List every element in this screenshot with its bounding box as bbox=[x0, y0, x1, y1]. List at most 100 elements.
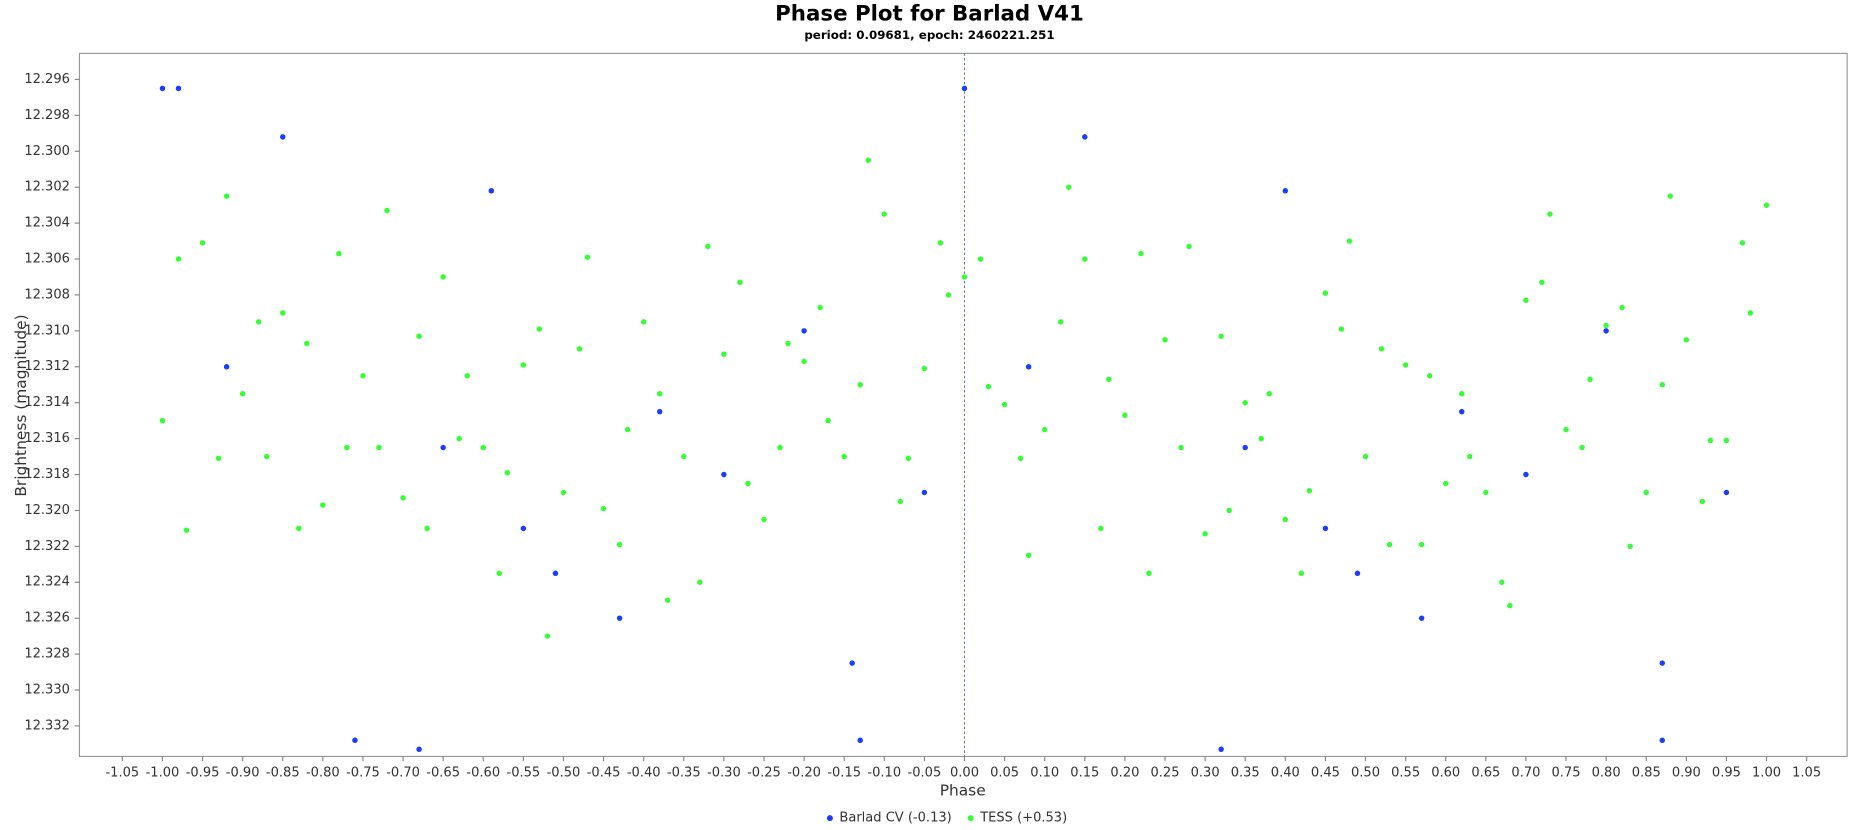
data-point bbox=[1017, 455, 1024, 462]
data-point bbox=[705, 243, 711, 250]
data-point bbox=[1266, 390, 1272, 397]
data-point bbox=[1282, 516, 1289, 523]
data-point bbox=[921, 365, 928, 372]
data-point bbox=[1579, 444, 1585, 451]
x-tick-label: 1.00 bbox=[1752, 766, 1781, 781]
y-tick-label: 12.308 bbox=[24, 287, 70, 302]
data-point bbox=[239, 390, 246, 397]
data-point bbox=[159, 417, 166, 424]
data-point bbox=[937, 240, 944, 246]
data-point bbox=[1627, 543, 1633, 550]
y-tick-label: 12.298 bbox=[24, 108, 70, 123]
data-point bbox=[520, 525, 527, 532]
data-point bbox=[1763, 202, 1770, 208]
data-point bbox=[1218, 746, 1224, 752]
data-point bbox=[488, 188, 495, 194]
x-tick-label: 0.15 bbox=[1070, 766, 1099, 781]
data-point bbox=[665, 597, 671, 603]
data-point bbox=[1499, 579, 1505, 585]
data-point bbox=[1242, 444, 1248, 451]
data-point bbox=[1402, 362, 1409, 368]
data-point bbox=[849, 660, 855, 666]
data-point bbox=[1467, 453, 1473, 460]
data-point bbox=[1242, 399, 1248, 406]
data-point bbox=[536, 326, 543, 332]
data-point bbox=[255, 319, 262, 325]
data-point bbox=[1459, 390, 1465, 397]
data-point bbox=[1346, 238, 1353, 244]
data-point bbox=[1306, 487, 1313, 494]
x-tick-label: 0.60 bbox=[1431, 766, 1460, 781]
x-tick-label: 0.80 bbox=[1592, 766, 1621, 781]
data-point bbox=[761, 516, 767, 523]
data-point bbox=[1025, 552, 1032, 559]
data-point bbox=[1603, 328, 1609, 334]
data-point bbox=[777, 444, 783, 451]
data-point bbox=[1547, 211, 1553, 217]
data-point bbox=[552, 570, 559, 577]
y-tick-label: 12.296 bbox=[24, 72, 70, 87]
x-tick-label: -0.75 bbox=[346, 766, 380, 781]
x-tick-label: 0.05 bbox=[990, 766, 1019, 781]
y-tick-label: 12.302 bbox=[24, 180, 70, 195]
data-point bbox=[1322, 525, 1329, 532]
data-point bbox=[280, 310, 286, 316]
data-point bbox=[721, 351, 727, 357]
data-point bbox=[344, 444, 350, 451]
y-tick-label: 12.316 bbox=[24, 431, 70, 446]
data-point bbox=[416, 333, 422, 339]
x-tick-label: 0.30 bbox=[1191, 766, 1220, 781]
data-point bbox=[857, 737, 863, 744]
data-point bbox=[1106, 376, 1112, 383]
data-point bbox=[1739, 240, 1746, 246]
data-point bbox=[801, 328, 807, 334]
x-tick-label: 0.35 bbox=[1231, 766, 1260, 781]
data-point bbox=[656, 408, 663, 415]
data-point bbox=[616, 615, 623, 621]
x-tick-label: -1.05 bbox=[105, 766, 139, 781]
data-point bbox=[681, 453, 687, 460]
data-point bbox=[175, 256, 182, 262]
y-axis-title: Brightness (magnitude) bbox=[12, 314, 30, 496]
x-tick-label: 0.45 bbox=[1311, 766, 1340, 781]
x-tick-label: 0.25 bbox=[1150, 766, 1179, 781]
data-point bbox=[1523, 297, 1529, 304]
data-point bbox=[320, 502, 326, 508]
data-point bbox=[616, 541, 623, 548]
data-point bbox=[1122, 412, 1128, 418]
data-point bbox=[1723, 437, 1730, 444]
data-point bbox=[785, 340, 791, 347]
y-tick-label: 12.312 bbox=[24, 359, 70, 374]
data-point bbox=[1001, 401, 1008, 408]
data-point bbox=[223, 193, 230, 199]
data-point bbox=[1418, 615, 1425, 621]
x-tick-label: 0.00 bbox=[950, 766, 979, 781]
data-point bbox=[977, 256, 984, 262]
x-tick-label: -0.10 bbox=[867, 766, 901, 781]
y-tick-label: 12.328 bbox=[24, 647, 70, 662]
x-tick-label: 0.10 bbox=[1030, 766, 1059, 781]
data-point bbox=[223, 364, 230, 370]
x-tick-label: -0.45 bbox=[587, 766, 621, 781]
data-point bbox=[985, 383, 992, 390]
data-point bbox=[697, 579, 703, 585]
data-point bbox=[1539, 279, 1545, 286]
data-point bbox=[544, 633, 551, 639]
x-tick-label: -0.60 bbox=[466, 766, 500, 781]
y-tick-label: 12.330 bbox=[24, 683, 70, 698]
data-point bbox=[1619, 304, 1625, 311]
data-point bbox=[1041, 426, 1048, 433]
x-tick-label: 0.85 bbox=[1632, 766, 1661, 781]
data-point bbox=[1298, 570, 1305, 577]
data-point bbox=[159, 85, 166, 92]
data-point bbox=[416, 746, 422, 752]
data-point bbox=[1338, 326, 1345, 332]
data-point bbox=[1723, 489, 1730, 496]
data-point bbox=[1587, 376, 1593, 383]
data-point bbox=[1186, 243, 1192, 250]
data-point bbox=[1098, 525, 1104, 532]
data-point bbox=[1138, 250, 1144, 257]
data-point bbox=[817, 304, 823, 311]
x-tick-label: -0.25 bbox=[747, 766, 781, 781]
